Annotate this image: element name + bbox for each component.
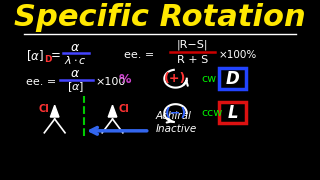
- Text: R + S: R + S: [177, 55, 208, 65]
- Polygon shape: [50, 105, 59, 117]
- Text: =: =: [50, 49, 60, 62]
- Text: cw: cw: [201, 74, 217, 84]
- Bar: [219, 102, 246, 123]
- Text: Achiral: Achiral: [156, 111, 192, 121]
- Text: |R−S|: |R−S|: [177, 40, 209, 51]
- Text: D: D: [226, 70, 239, 88]
- Text: D: D: [44, 55, 52, 64]
- Text: ×100: ×100: [95, 77, 126, 87]
- Text: Cl: Cl: [118, 104, 129, 114]
- Text: Specific Rotation: Specific Rotation: [14, 3, 306, 32]
- Bar: [219, 68, 246, 89]
- Text: (+): (+): [164, 72, 187, 85]
- Text: %: %: [119, 73, 131, 86]
- Polygon shape: [108, 105, 117, 117]
- Text: $[\alpha]$: $[\alpha]$: [67, 81, 84, 94]
- Text: (−): (−): [164, 107, 187, 120]
- Text: $\alpha$: $\alpha$: [70, 67, 80, 80]
- Text: ccw: ccw: [201, 108, 223, 118]
- Text: ×100%: ×100%: [219, 50, 257, 60]
- Text: $\alpha$: $\alpha$: [70, 41, 80, 54]
- Text: ee. =: ee. =: [26, 77, 56, 87]
- Text: Inactive: Inactive: [156, 124, 197, 134]
- Text: $\lambda\cdot c$: $\lambda\cdot c$: [64, 54, 87, 66]
- Text: L: L: [227, 104, 238, 122]
- Text: ee. =: ee. =: [124, 50, 154, 60]
- Text: Cl: Cl: [38, 104, 49, 114]
- Text: $[\alpha]$: $[\alpha]$: [26, 48, 44, 63]
